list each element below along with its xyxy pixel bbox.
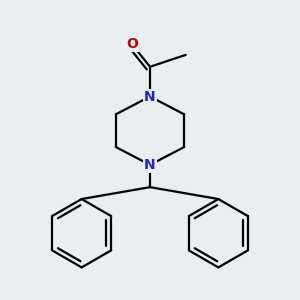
Text: N: N (144, 158, 156, 172)
Text: O: O (126, 38, 138, 52)
Text: N: N (144, 89, 156, 103)
